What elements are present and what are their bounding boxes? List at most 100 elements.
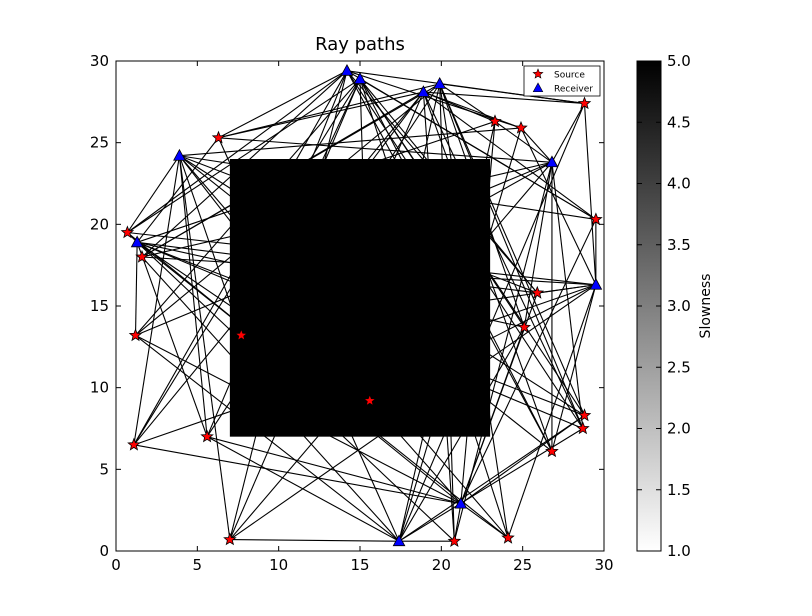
ray-path xyxy=(137,241,525,328)
ray-path xyxy=(422,91,553,452)
ray-path xyxy=(439,83,584,429)
ray-path xyxy=(369,400,462,504)
source-marker xyxy=(577,408,592,422)
ray-path xyxy=(136,120,496,243)
ray-path xyxy=(218,83,440,139)
source-marker xyxy=(530,285,545,299)
ray-path xyxy=(133,155,180,445)
ray-path xyxy=(359,78,538,294)
colorbar-tick-label: 5.0 xyxy=(667,52,691,70)
y-tick-label: 0 xyxy=(99,542,109,560)
ray-path xyxy=(398,121,496,542)
ray-path xyxy=(127,78,361,233)
ray-path xyxy=(460,121,496,504)
ray-path xyxy=(229,70,348,540)
source-marker xyxy=(501,530,515,544)
ray-path xyxy=(206,436,461,505)
source-marker xyxy=(514,120,528,134)
ray-path xyxy=(494,120,553,163)
ray-path xyxy=(240,78,361,336)
ray-path xyxy=(460,219,597,504)
ray-path xyxy=(507,284,597,539)
y-tick-label: 5 xyxy=(99,460,109,478)
ray-path xyxy=(179,155,371,402)
ray-path xyxy=(218,70,348,139)
source-marker xyxy=(234,328,249,342)
ray-path xyxy=(135,334,400,542)
ray-path xyxy=(136,242,208,437)
ray-path xyxy=(439,83,585,105)
ray-path xyxy=(136,241,585,416)
ray-path xyxy=(583,103,597,285)
legend-label: Source xyxy=(554,71,585,81)
source-marker xyxy=(488,114,502,128)
colorbar-tick-label: 2.0 xyxy=(667,420,691,438)
source-marker xyxy=(200,429,214,443)
ray-path xyxy=(359,78,597,220)
ray-path xyxy=(135,83,441,336)
y-tick-label: 15 xyxy=(90,297,109,315)
ray-path xyxy=(179,155,596,220)
x-tick-label: 5 xyxy=(193,556,203,574)
ray-path xyxy=(141,161,553,258)
ray-path xyxy=(179,155,585,416)
ray-path xyxy=(179,127,522,157)
y-tick-label: 20 xyxy=(90,215,109,233)
ray-path xyxy=(229,284,597,541)
legend-receiver-marker xyxy=(532,82,544,93)
ray-path xyxy=(551,103,585,163)
ray-path xyxy=(206,83,441,437)
source-marker xyxy=(223,532,237,546)
source-marker xyxy=(363,393,377,407)
source-marker xyxy=(589,212,603,226)
ray-path xyxy=(422,91,455,542)
ray-paths xyxy=(126,70,597,542)
x-tick-label: 25 xyxy=(513,556,532,574)
x-tick-label: 10 xyxy=(269,556,288,574)
legend: Source Receiver xyxy=(523,65,601,97)
ray-path xyxy=(127,70,348,233)
ray-path xyxy=(359,78,585,416)
ray-path xyxy=(359,78,509,539)
ray-path xyxy=(135,334,462,505)
y-tick-label: 30 xyxy=(90,52,109,70)
ray-path xyxy=(439,83,525,328)
ray-path xyxy=(218,91,424,139)
ray-path xyxy=(179,155,509,539)
ray-path xyxy=(133,444,461,505)
y-tick-label: 25 xyxy=(90,134,109,152)
colorbar-tick-label: 3.0 xyxy=(667,297,691,315)
receiver-marker xyxy=(353,72,367,84)
colorbar-tick-label: 2.5 xyxy=(667,358,691,376)
ray-path xyxy=(141,256,400,542)
colorbar-label: Slowness xyxy=(698,274,714,339)
source-marker xyxy=(576,421,590,435)
ray-path xyxy=(134,242,138,336)
ray-path xyxy=(422,91,584,429)
ray-path xyxy=(359,78,553,452)
colorbar-tick-label: 3.5 xyxy=(667,236,691,254)
receiver-marker xyxy=(589,277,603,290)
colorbar-tick-label: 1.0 xyxy=(667,542,691,560)
receiver-marker xyxy=(392,534,406,547)
ray-path xyxy=(359,78,371,401)
ray-path xyxy=(460,503,509,539)
colorbar-tick-label: 1.5 xyxy=(667,481,691,499)
legend-source-marker xyxy=(532,68,544,79)
ray-path xyxy=(133,78,361,446)
ray-path xyxy=(126,155,180,233)
source-marker xyxy=(120,225,135,239)
ray-path xyxy=(520,127,553,163)
x-tick-label: 15 xyxy=(350,556,369,574)
ray-path xyxy=(229,539,400,542)
ray-path xyxy=(398,127,522,542)
ray-path xyxy=(439,83,455,542)
ray-path xyxy=(135,78,361,336)
x-tick-label: 20 xyxy=(432,556,451,574)
ray-path xyxy=(240,70,348,336)
receiver-marker xyxy=(433,77,447,89)
receiver-marker xyxy=(417,85,430,97)
x-tick-label: 30 xyxy=(594,556,613,574)
source-marker xyxy=(577,96,592,110)
